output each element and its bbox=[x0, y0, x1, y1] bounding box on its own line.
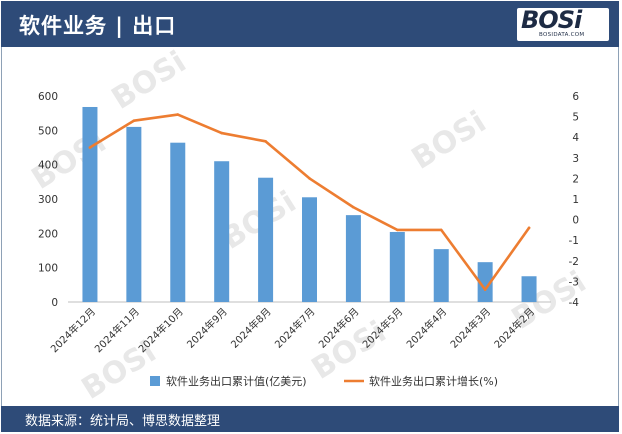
logo-subtext: BOSIDATA.COM bbox=[539, 32, 585, 38]
bar-series bbox=[82, 106, 537, 303]
y-left-tick-label: 400 bbox=[38, 160, 58, 172]
y-right-tick-label: 4 bbox=[572, 132, 579, 144]
x-tick-label: 2024年12月 bbox=[48, 305, 98, 355]
x-tick-label: 2024年8月 bbox=[228, 305, 274, 351]
y-right-tick-label: -1 bbox=[569, 235, 579, 247]
brand-logo: BOSi BOSIDATA.COM bbox=[517, 6, 609, 41]
line-point bbox=[308, 177, 311, 180]
page-title: 软件业务 | 出口 bbox=[19, 14, 177, 38]
line-point bbox=[352, 205, 355, 209]
y-right-tick-label: -4 bbox=[569, 297, 580, 309]
data-source: 数据来源：统计局、博思数据整理 bbox=[25, 414, 221, 429]
line-point bbox=[439, 228, 443, 232]
y-right-tick-label: -2 bbox=[569, 256, 579, 268]
y-right-tick-label: 1 bbox=[572, 194, 579, 206]
bar bbox=[214, 161, 230, 302]
line-point bbox=[527, 226, 531, 230]
bar bbox=[345, 215, 361, 302]
y-left-tick-label: 200 bbox=[38, 228, 58, 240]
y-right-tick-label: 6 bbox=[572, 91, 579, 103]
line-point bbox=[396, 228, 399, 232]
y-right-tick-label: 3 bbox=[572, 153, 579, 165]
line-point bbox=[220, 131, 223, 135]
legend-bar-label: 软件业务出口累计值(亿美元) bbox=[166, 374, 307, 388]
x-tick-label: 2024年7月 bbox=[272, 305, 318, 351]
header-bar: 软件业务 | 出口 BOSi BOSIDATA.COM bbox=[1, 1, 619, 47]
x-tick-label: 2024年10月 bbox=[136, 305, 186, 355]
y-left-tick-label: 300 bbox=[38, 194, 58, 206]
line-point bbox=[176, 113, 180, 116]
line-point bbox=[132, 119, 136, 123]
bar bbox=[82, 106, 98, 302]
y-right-tick-label: 2 bbox=[572, 173, 579, 185]
y-left-tick-label: 500 bbox=[38, 125, 58, 137]
bar bbox=[477, 262, 493, 302]
legend: 软件业务出口累计值(亿美元) 软件业务出口累计增长(%) bbox=[150, 374, 498, 388]
bar bbox=[170, 142, 186, 302]
y-left-tick-label: 600 bbox=[38, 91, 58, 103]
logo-text: BOSi bbox=[521, 6, 582, 34]
y-right-tick-label: 0 bbox=[572, 215, 579, 227]
bar bbox=[302, 197, 317, 302]
bar bbox=[126, 126, 142, 303]
watermark-logo: BOSi bbox=[406, 105, 493, 177]
bar bbox=[258, 177, 274, 302]
bar bbox=[521, 276, 537, 302]
y-right-tick-label: 5 bbox=[572, 112, 579, 124]
x-tick-label: 2024年9月 bbox=[184, 305, 230, 351]
legend-line-label: 软件业务出口累计增长(%) bbox=[369, 374, 498, 388]
legend-bar-swatch bbox=[150, 376, 160, 386]
line-point bbox=[88, 146, 92, 149]
y-left-tick-label: 100 bbox=[38, 263, 58, 275]
line-series bbox=[88, 113, 531, 291]
bar bbox=[433, 249, 449, 302]
y-left-tick-label: 0 bbox=[51, 297, 58, 309]
x-tick-label: 2024年3月 bbox=[447, 305, 493, 351]
line-point bbox=[264, 140, 267, 143]
y-right-tick-label: -3 bbox=[569, 276, 579, 288]
watermark-logo: BOSi bbox=[106, 45, 193, 117]
bar bbox=[389, 231, 405, 302]
footer-bar: 数据来源：统计局、博思数据整理 bbox=[1, 406, 619, 432]
x-tick-label: 2024年4月 bbox=[404, 305, 450, 351]
line-point bbox=[483, 288, 487, 291]
